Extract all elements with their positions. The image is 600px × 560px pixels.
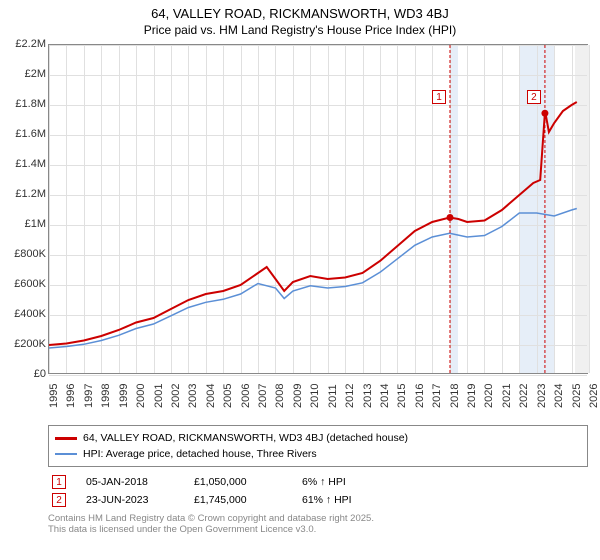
x-tick-label: 2014 (379, 384, 391, 408)
y-tick-label: £800K (2, 248, 46, 260)
legend-swatch (55, 437, 77, 440)
transaction-row: 1 05-JAN-2018 £1,050,000 6% ↑ HPI (48, 473, 588, 491)
x-tick-label: 2003 (187, 384, 199, 408)
x-tick-label: 2018 (449, 384, 461, 408)
x-tick-label: 2016 (414, 384, 426, 408)
x-tick-label: 2009 (292, 384, 304, 408)
y-tick-label: £2M (2, 68, 46, 80)
x-tick-label: 2013 (362, 384, 374, 408)
y-tick-label: £400K (2, 308, 46, 320)
y-tick-label: £600K (2, 278, 46, 290)
x-tick-label: 2023 (536, 384, 548, 408)
chart-title: 64, VALLEY ROAD, RICKMANSWORTH, WD3 4BJ (0, 0, 600, 21)
transaction-id-box: 2 (52, 493, 66, 507)
y-tick-label: £1.2M (2, 188, 46, 200)
footer-text: Contains HM Land Registry data © Crown c… (48, 513, 588, 536)
chart-area: 64, VALLEY ROAD, RICKMANSWORTH, WD3 4BJ … (0, 0, 600, 420)
legend-box: 64, VALLEY ROAD, RICKMANSWORTH, WD3 4BJ … (48, 425, 588, 467)
x-tick-label: 2008 (274, 384, 286, 408)
x-tick-label: 2004 (205, 384, 217, 408)
x-tick-label: 2015 (396, 384, 408, 408)
transaction-date: 05-JAN-2018 (86, 476, 186, 488)
legend-label: 64, VALLEY ROAD, RICKMANSWORTH, WD3 4BJ … (83, 432, 408, 444)
x-tick-label: 2026 (588, 384, 600, 408)
x-tick-label: 2017 (431, 384, 443, 408)
y-tick-label: £2.2M (2, 38, 46, 50)
x-tick-label: 2005 (222, 384, 234, 408)
y-tick-label: £1.8M (2, 98, 46, 110)
transaction-marker-1: 1 (432, 90, 446, 104)
chart-subtitle: Price paid vs. HM Land Registry's House … (0, 21, 600, 37)
x-tick-label: 2025 (571, 384, 583, 408)
transaction-price: £1,745,000 (194, 494, 294, 506)
x-tick-label: 1995 (48, 384, 60, 408)
x-tick-label: 2012 (344, 384, 356, 408)
transaction-price: £1,050,000 (194, 476, 294, 488)
transaction-date: 23-JUN-2023 (86, 494, 186, 506)
transaction-pct: 6% ↑ HPI (302, 476, 422, 488)
transaction-rows: 1 05-JAN-2018 £1,050,000 6% ↑ HPI 2 23-JUN-20… (48, 473, 588, 509)
bottom-panel: 64, VALLEY ROAD, RICKMANSWORTH, WD3 4BJ … (48, 425, 588, 536)
legend-item: 64, VALLEY ROAD, RICKMANSWORTH, WD3 4BJ … (55, 430, 581, 446)
series-line (49, 102, 577, 345)
x-tick-label: 2024 (553, 384, 565, 408)
legend-label: HPI: Average price, detached house, Thre… (83, 448, 317, 460)
legend-swatch (55, 453, 77, 455)
x-tick-label: 1999 (118, 384, 130, 408)
transaction-id-box: 1 (52, 475, 66, 489)
line-series-svg (49, 45, 589, 375)
transaction-pct: 61% ↑ HPI (302, 494, 422, 506)
transaction-row: 2 23-JUN-2023 £1,745,000 61% ↑ HPI (48, 491, 588, 509)
x-tick-label: 2000 (135, 384, 147, 408)
x-tick-label: 2022 (518, 384, 530, 408)
x-tick-label: 1997 (83, 384, 95, 408)
x-tick-label: 2006 (240, 384, 252, 408)
y-tick-label: £1M (2, 218, 46, 230)
x-tick-label: 1996 (65, 384, 77, 408)
x-tick-label: 2001 (153, 384, 165, 408)
y-tick-label: £0 (2, 368, 46, 380)
legend-item: HPI: Average price, detached house, Thre… (55, 446, 581, 462)
y-tick-label: £1.4M (2, 158, 46, 170)
x-tick-label: 2011 (327, 384, 339, 408)
x-tick-label: 2010 (309, 384, 321, 408)
transaction-marker-2: 2 (527, 90, 541, 104)
plot-area: 12 (48, 44, 588, 374)
y-tick-label: £1.6M (2, 128, 46, 140)
footer-line1: Contains HM Land Registry data © Crown c… (48, 513, 588, 524)
y-tick-label: £200K (2, 338, 46, 350)
x-tick-label: 2021 (501, 384, 513, 408)
footer-line2: This data is licensed under the Open Gov… (48, 524, 588, 535)
x-tick-label: 2007 (257, 384, 269, 408)
x-tick-label: 2019 (466, 384, 478, 408)
x-tick-label: 2020 (483, 384, 495, 408)
x-tick-label: 1998 (100, 384, 112, 408)
x-tick-label: 2002 (170, 384, 182, 408)
series-line (49, 209, 577, 349)
